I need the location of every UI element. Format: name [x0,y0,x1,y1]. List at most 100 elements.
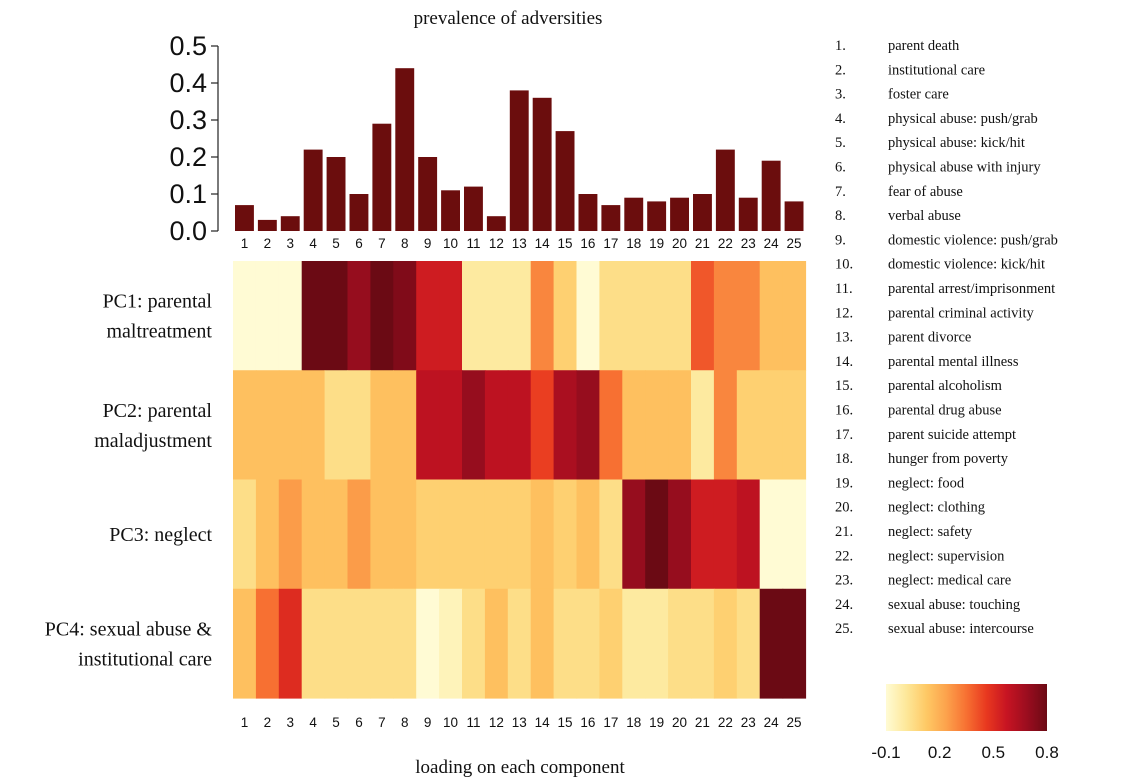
heatmap: PC1: parental maltreatment PC2: parental ma… [45,261,807,730]
heatmap-cell [278,261,303,371]
heatmap-x-tick-label: 8 [401,715,409,730]
bar [418,157,438,231]
heatmap-x-axis-label: loading on each component [415,757,625,778]
heatmap-cell [484,261,509,371]
bar-x-tick-label: 7 [378,236,386,251]
bar [738,197,758,231]
legend-item-label: physical abuse: kick/hit [888,135,1025,151]
colorbar-tick-label: 0.8 [1035,743,1059,762]
bar-x-tick-label: 14 [535,236,551,251]
bar [624,197,644,231]
legend-item-label: foster care [888,87,949,103]
bar [349,194,369,231]
colorbar-tick-label: 0.5 [982,743,1006,762]
heatmap-cell [599,479,623,590]
heatmap-cell [370,588,394,699]
bar-x-tick-label: 15 [558,236,573,251]
heatmap-cell [736,479,761,590]
bar-x-tick-label: 9 [424,236,432,251]
heatmap-cell [576,261,600,371]
bar-x-tick-label: 23 [741,236,756,251]
legend-item-label: verbal abuse [888,208,961,224]
heatmap-cell [622,261,646,371]
bar [326,157,346,231]
bar [670,197,689,231]
bar [441,190,460,231]
bar [257,219,277,231]
heatmap-cell [278,479,303,590]
heatmap-row-label: maltreatment [106,321,212,343]
bar [303,149,323,231]
bar-x-tick-label: 22 [718,236,733,251]
legend-item-number: 6. [835,160,846,176]
heatmap-cell [553,588,578,699]
legend-item-label: sexual abuse: intercourse [888,621,1034,637]
legend-item-label: domestic violence: push/grab [888,232,1058,248]
heatmap-cell [668,370,692,481]
heatmap-cell [530,261,555,371]
bar [509,90,529,232]
heatmap-cell [553,261,578,371]
heatmap-cell [759,588,784,699]
heatmap-x-tick-label: 5 [332,715,340,730]
heatmap-cell [576,479,600,590]
heatmap-cell [233,479,257,590]
heatmap-cell [370,261,394,371]
heatmap-cell [599,261,623,371]
heatmap-x-tick-label: 7 [378,715,386,730]
legend-item-label: parental drug abuse [888,403,1002,419]
heatmap-cell [713,588,738,699]
heatmap-cell [301,588,326,699]
heatmap-x-tick-label: 15 [558,715,573,730]
heatmap-cell [782,370,807,481]
bar [761,160,781,231]
heatmap-cell [736,370,761,481]
bar [693,194,712,231]
heatmap-cell [347,588,371,699]
bar [784,201,804,231]
heatmap-cell [553,370,578,481]
legend-item-label: neglect: supervision [888,548,1005,564]
heatmap-cell [233,261,257,371]
heatmap-cell [255,479,280,590]
heatmap-cell [393,370,417,481]
legend-item-number: 21. [835,524,853,540]
heatmap-cell [233,370,257,481]
heatmap-cell [278,588,303,699]
heatmap-cell [507,588,532,699]
legend-item-number: 10. [835,257,853,273]
bar [372,123,392,231]
legend-item-number: 3. [835,87,846,103]
heatmap-cell [668,479,692,590]
heatmap-cell [713,261,738,371]
heatmap-x-tick-label: 22 [718,715,733,730]
heatmap-x-tick-label: 11 [466,715,480,730]
legend-item-number: 13. [835,330,853,346]
bar-x-tick-label: 10 [443,236,458,251]
heatmap-cell [576,370,600,481]
legend-item-label: sexual abuse: touching [888,597,1020,613]
bar [532,97,552,231]
bar-x-tick-label: 18 [626,236,641,251]
heatmap-x-tick-label: 21 [695,715,710,730]
heatmap-cell [530,479,555,590]
heatmap-cell [439,479,463,590]
heatmap-x-tick-label: 1 [241,715,249,730]
heatmap-cell [759,370,784,481]
legend-item-label: neglect: medical care [888,573,1011,589]
bar-x-tick-label: 1 [241,236,249,251]
legend-item-number: 8. [835,208,846,224]
heatmap-cell [507,261,532,371]
heatmap-cell [439,370,463,481]
heatmap-cell [736,261,761,371]
heatmap-cell [393,261,417,371]
heatmap-cell [507,479,532,590]
legend-item-number: 25. [835,621,853,637]
bar-y-tick-label: 0.5 [169,31,207,61]
heatmap-cell [622,479,646,590]
legend-item-number: 22. [835,548,853,564]
bar-x-tick-label: 5 [332,236,340,251]
heatmap-cell [255,588,280,699]
bar-x-tick-label: 2 [264,236,272,251]
heatmap-cell [278,370,303,481]
